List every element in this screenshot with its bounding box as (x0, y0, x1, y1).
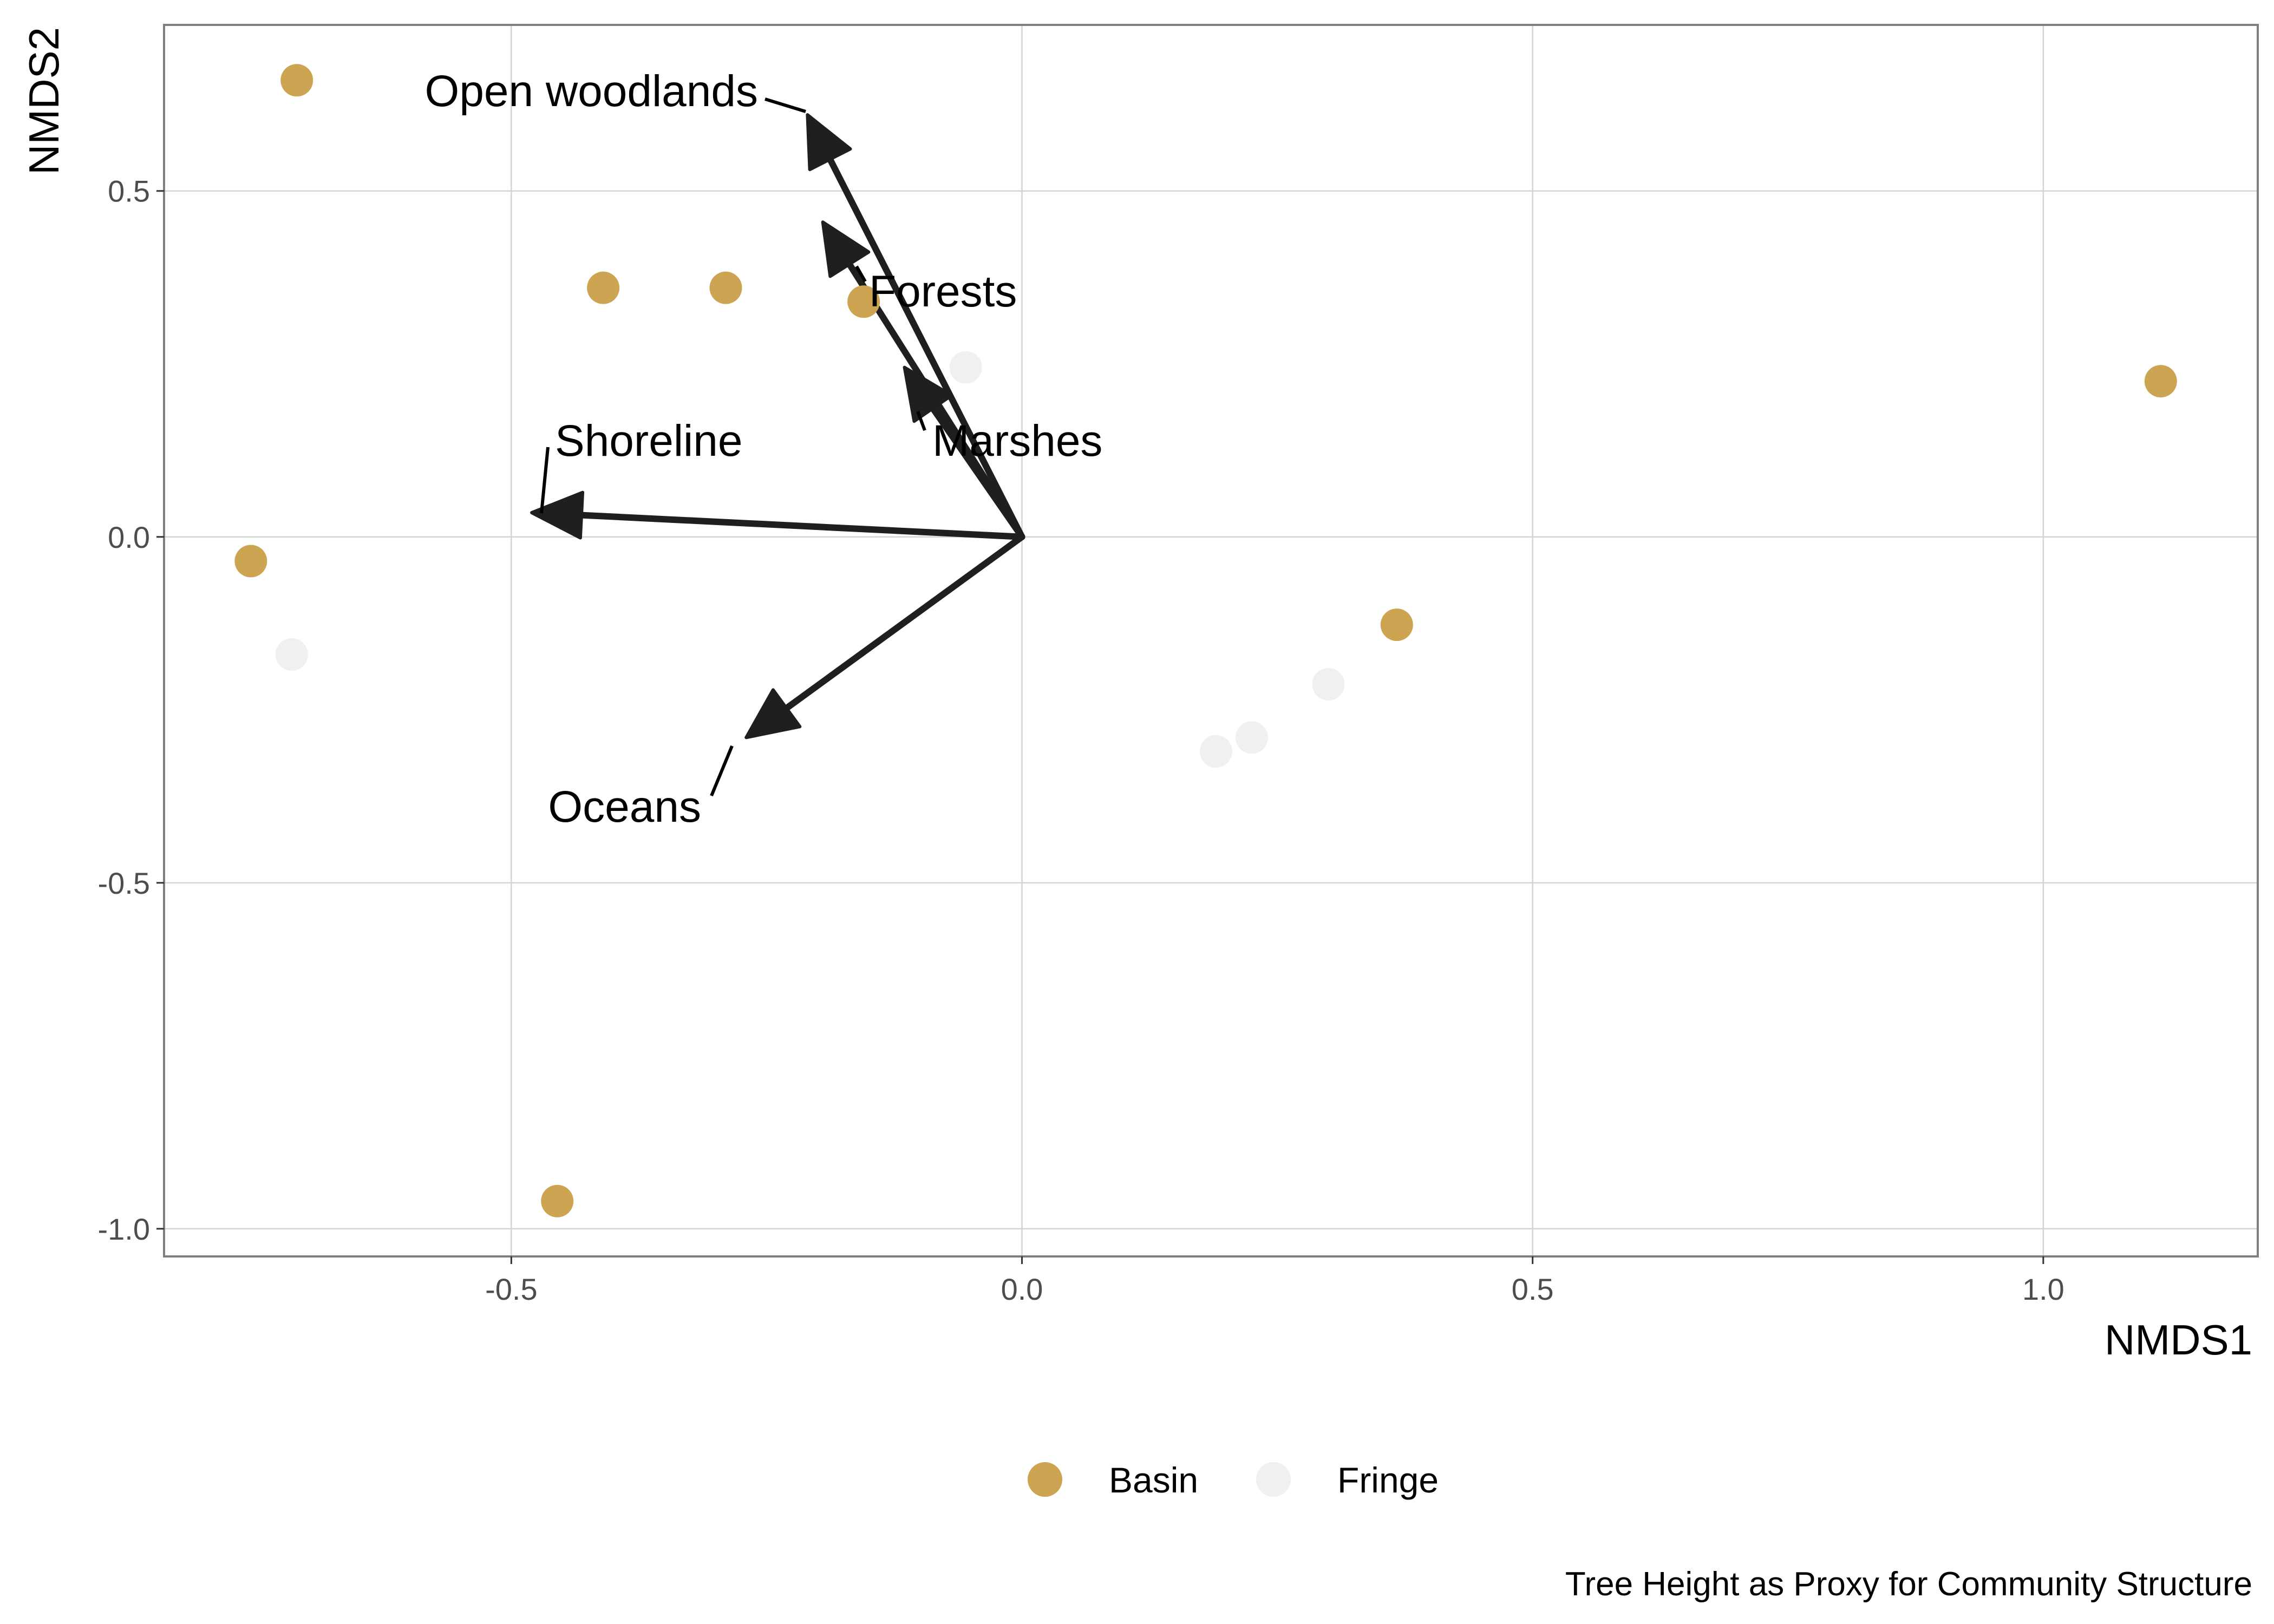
legend-key-fringe (1256, 1462, 1291, 1497)
legend-key-basin (1028, 1462, 1062, 1497)
point-basin-5 (541, 1184, 574, 1217)
vector-shaft-marshes (927, 401, 1025, 540)
vector-shaft-oceans (780, 533, 1025, 715)
vector-label-oceans: Oceans (548, 782, 701, 831)
vector-open-woodlands (806, 113, 1025, 540)
point-basin-2 (709, 271, 742, 304)
point-basin-6 (1380, 608, 1413, 641)
legend: Basin Fringe (1028, 1460, 1439, 1500)
axis-ticks: -0.5 0.0 0.5 1.0 -1.0 -0.5 0.0 0.5 (98, 174, 2064, 1306)
vector-arrowhead-shoreline (530, 490, 585, 540)
data-points (234, 64, 2177, 1217)
point-basin-1 (587, 271, 620, 304)
x-tick-label-0: -0.5 (485, 1272, 538, 1306)
chart-caption: Tree Height as Proxy for Community Struc… (1565, 1566, 2252, 1603)
x-tick-label-3: 1.0 (2022, 1272, 2064, 1306)
vector-leader-shoreline (540, 447, 550, 514)
plot-panel-border (163, 24, 2259, 1258)
vector-leader-marshes (916, 410, 926, 431)
point-basin-7 (2144, 365, 2177, 398)
legend-label-fringe: Fringe (1337, 1460, 1439, 1500)
vector-shoreline (530, 490, 1025, 540)
y-tick-label-3: 0.5 (108, 174, 150, 208)
point-fringe-2 (1199, 735, 1232, 768)
vector-oceans (744, 533, 1025, 739)
vector-labels: Open woodlands Forests Marshes Shoreline Oce… (425, 67, 1103, 831)
vector-leader-oceans (710, 745, 734, 797)
vector-leader-forests (855, 265, 867, 283)
x-axis-title: NMDS1 (2105, 1316, 2252, 1364)
legend-label-basin: Basin (1109, 1460, 1198, 1500)
x-tick-label-1: 0.0 (1001, 1272, 1043, 1306)
point-basin-4 (234, 545, 267, 578)
vector-shaft-shoreline (573, 512, 1025, 540)
grid-lines (164, 25, 2258, 1256)
vector-label-marshes: Marshes (932, 416, 1102, 466)
y-axis-title: NMDS2 (20, 27, 68, 175)
y-tick-label-2: 0.0 (108, 520, 150, 554)
vector-shaft-open-woodlands (825, 152, 1025, 540)
vector-arrowhead-forests (821, 220, 871, 278)
point-basin-0 (280, 64, 313, 97)
vector-arrowhead-marshes (903, 365, 953, 423)
y-tick-label-1: -0.5 (98, 866, 151, 900)
vector-arrowhead-oceans (744, 688, 802, 739)
point-fringe-3 (1235, 721, 1268, 754)
vector-marshes (903, 365, 1025, 540)
vector-label-forests: Forests (869, 267, 1017, 316)
vector-arrowhead-open-woodlands (806, 113, 852, 172)
vector-label-open-woodlands: Open woodlands (425, 67, 758, 116)
point-fringe-1 (275, 638, 308, 671)
y-tick-label-0: -1.0 (98, 1212, 151, 1246)
vector-label-shoreline: Shoreline (555, 416, 742, 466)
point-fringe-0 (949, 351, 982, 384)
x-tick-label-2: 0.5 (1512, 1272, 1554, 1306)
point-basin-3 (847, 285, 880, 318)
point-fringe-4 (1312, 668, 1345, 701)
vector-leader-open-woodlands (764, 97, 806, 113)
